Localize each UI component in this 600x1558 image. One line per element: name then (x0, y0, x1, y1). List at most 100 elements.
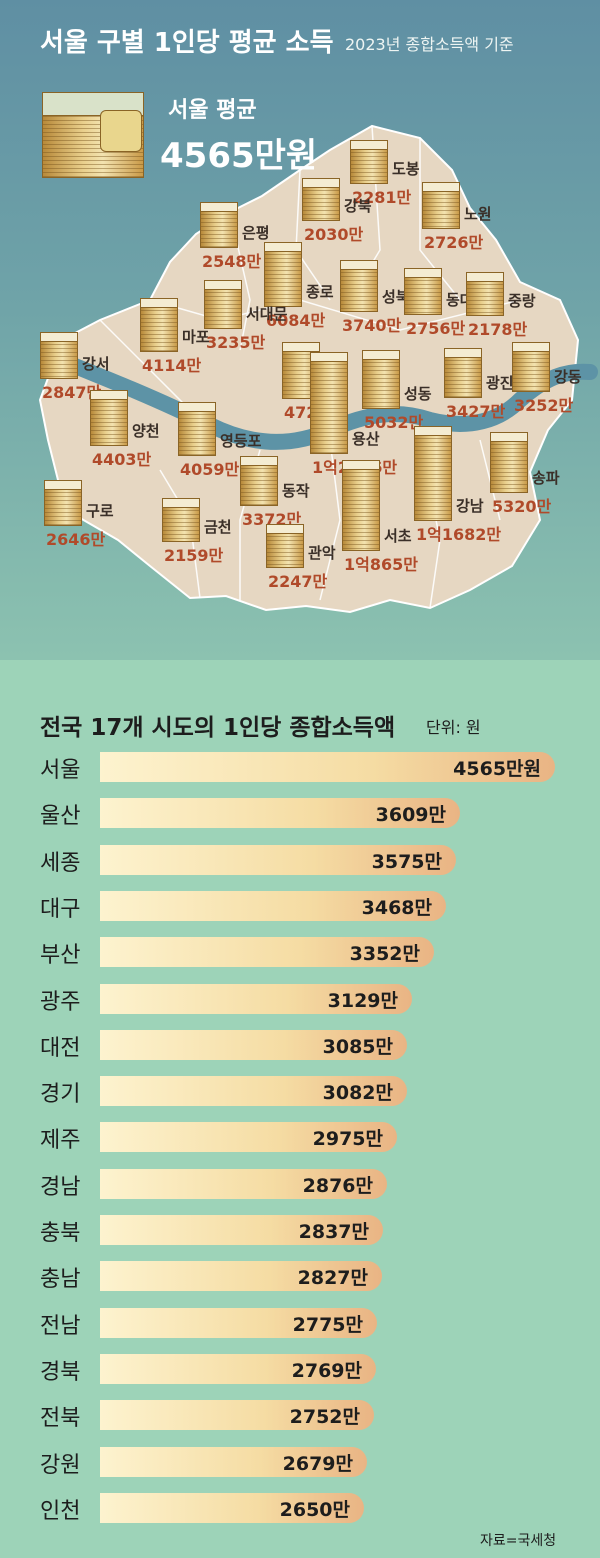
district-money-stack (340, 258, 380, 312)
bar-category-label: 서울 (40, 758, 81, 783)
district-name: 금천 (204, 518, 232, 536)
bar-category-label: 충북 (40, 1221, 81, 1246)
bar-value-label: 3129만 (327, 990, 398, 1012)
district-income-value: 2281만 (352, 188, 412, 207)
bar-value-label: 2679만 (282, 1453, 353, 1475)
data-source: 자료=국세청 (480, 1533, 557, 1549)
district-name: 노원 (464, 205, 492, 223)
bar-value-label: 2837만 (298, 1221, 369, 1243)
district-income-value: 2646만 (46, 530, 106, 549)
bar-row: 대전 3085만 (0, 1028, 600, 1062)
district-money-stack (40, 330, 80, 379)
bar-value-label: 3609만 (375, 804, 446, 826)
bar-category-label: 광주 (40, 990, 81, 1015)
han-river (52, 352, 598, 450)
bar-value-label: 3082만 (322, 1082, 393, 1104)
chart-title: 전국 17개 시도의 1인당 종합소득액 (40, 715, 396, 741)
bar-value-label: 2827만 (297, 1267, 368, 1289)
district-money-stack (466, 270, 506, 316)
bar-value-label: 2752만 (289, 1406, 360, 1428)
bar (100, 937, 434, 967)
bar (100, 1447, 367, 1477)
bar-category-label: 경기 (40, 1082, 81, 1107)
district-income-value: 2847만 (42, 383, 102, 402)
chart-unit-label: 단위: 원 (426, 718, 481, 737)
district-name: 광진 (486, 374, 514, 392)
district-income-value: 3235만 (206, 333, 266, 352)
district-income-value: 2548만 (202, 252, 262, 271)
district-income-value: 3740만 (342, 316, 402, 335)
district-name: 성동 (404, 385, 432, 403)
bar-row: 경남 2876만 (0, 1167, 600, 1201)
bar-value-label: 2650만 (279, 1499, 350, 1521)
bar-category-label: 전남 (40, 1314, 81, 1339)
bar-value-label: 4565만원 (453, 758, 541, 780)
bar-value-label: 3352만 (349, 943, 420, 965)
page-title: 서울 구별 1인당 평균 소득 (40, 28, 334, 58)
district-money-stack (404, 266, 444, 315)
district-name: 마포 (182, 328, 210, 346)
district-name: 용산 (352, 430, 380, 448)
district-money-stack (200, 200, 240, 248)
bar-category-label: 경남 (40, 1175, 81, 1200)
district-name: 성북 (382, 288, 410, 306)
bar-value-label: 3575만 (371, 851, 442, 873)
bar-category-label: 제주 (40, 1128, 81, 1153)
bar (100, 1169, 387, 1199)
bar-category-label: 부산 (40, 943, 81, 968)
district-income-value: 2726만 (424, 233, 484, 252)
bar-category-label: 세종 (40, 851, 81, 876)
district-name: 강서 (82, 355, 110, 373)
bar-row: 강원 2679만 (0, 1445, 600, 1479)
district-money-stack (444, 346, 484, 398)
bar-value-label: 3468만 (361, 897, 432, 919)
district-name: 중랑 (508, 292, 536, 310)
bar-row: 울산 3609만 (0, 796, 600, 830)
district-income-value: 5032만 (364, 413, 424, 432)
bar (100, 752, 555, 782)
district-income-value: 2030만 (304, 225, 364, 244)
money-stack-icon (42, 88, 146, 178)
district-money-stack (240, 454, 280, 506)
district-money-stack (266, 522, 306, 568)
bar-row: 부산 3352만 (0, 935, 600, 969)
district-money-stack (490, 430, 530, 493)
bar-value-label: 2876만 (302, 1175, 373, 1197)
bar-row: 세종 3575만 (0, 843, 600, 877)
page-subtitle: 2023년 종합소득액 기준 (345, 35, 514, 54)
bar (100, 1122, 397, 1152)
district-income-value: 6084만 (266, 311, 326, 330)
bar-row: 인천 2650만 (0, 1491, 600, 1525)
district-money-stack (414, 424, 454, 521)
bar-category-label: 대전 (40, 1036, 81, 1061)
bar-row: 충남 2827만 (0, 1259, 600, 1293)
bar-category-label: 강원 (40, 1453, 81, 1478)
district-money-stack (264, 240, 304, 307)
district-income-value: 2178만 (468, 320, 528, 339)
bar-category-label: 전북 (40, 1406, 81, 1431)
district-income-value: 1억1682만 (416, 525, 502, 544)
bar-value-label: 2775만 (292, 1314, 363, 1336)
bar (100, 1076, 407, 1106)
bar-category-label: 충남 (40, 1267, 81, 1292)
bar (100, 845, 456, 875)
district-name: 서초 (384, 527, 412, 545)
bar-row: 경기 3082만 (0, 1074, 600, 1108)
district-income-value: 3427만 (446, 402, 506, 421)
bar (100, 1308, 377, 1338)
district-money-stack (350, 138, 390, 184)
bar-category-label: 인천 (40, 1499, 81, 1524)
seoul-map-section: 서울 구별 1인당 평균 소득 2023년 종합소득액 기준 서울 평균 456… (0, 0, 600, 660)
district-income-value: 3252만 (514, 396, 574, 415)
district-name: 강북 (344, 197, 372, 215)
bar-row: 전북 2752만 (0, 1398, 600, 1432)
bar-value-label: 3085만 (322, 1036, 393, 1058)
bar-row: 대구 3468만 (0, 889, 600, 923)
bar (100, 1261, 382, 1291)
bar-row: 전남 2775만 (0, 1306, 600, 1340)
district-income-value: 2756만 (406, 319, 466, 338)
district-name: 관악 (308, 544, 336, 562)
district-money-stack (204, 278, 244, 329)
district-money-stack (422, 180, 462, 229)
district-income-value: 4114만 (142, 356, 202, 375)
